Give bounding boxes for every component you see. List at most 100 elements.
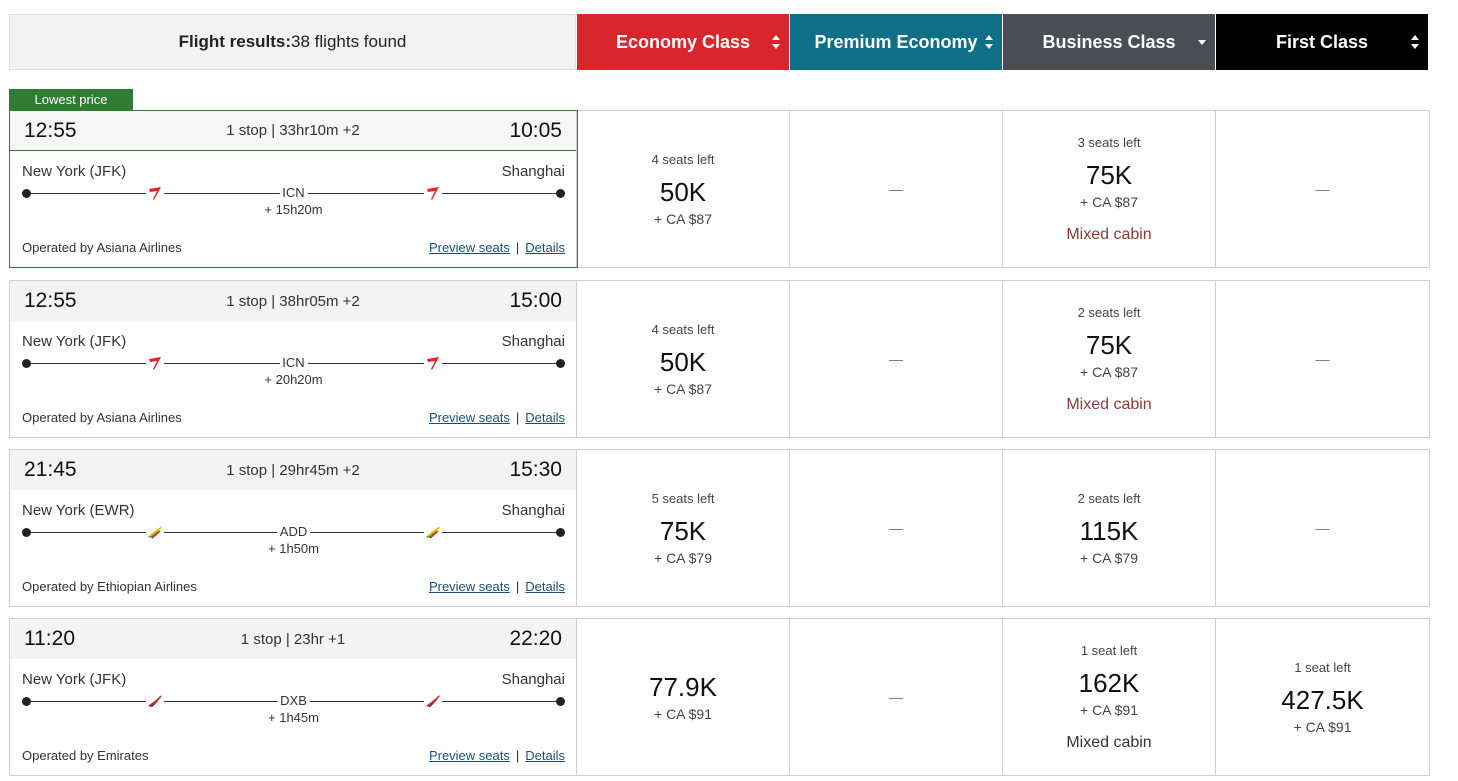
unavailable-dash: — xyxy=(889,351,903,367)
unavailable-dash: — xyxy=(889,520,903,536)
route-line: DXB + 1h45m xyxy=(22,688,565,730)
details-link[interactable]: Details xyxy=(525,410,565,425)
unavailable-dash: — xyxy=(889,689,903,705)
results-header: Flight results: 38 flights found Economy … xyxy=(9,14,1428,70)
link-separator: | xyxy=(515,410,520,425)
emirates-logo-icon xyxy=(146,692,164,710)
stop-airport-code: ADD xyxy=(276,523,311,541)
economy-fare-cell[interactable]: 4 seats left 50K + CA $87 xyxy=(577,281,790,437)
flight-times: 21:45 1 stop | 29hr45m +2 15:30 xyxy=(10,450,576,490)
destination-dot xyxy=(556,359,565,368)
destination-dot xyxy=(556,697,565,706)
route-cities: New York (JFK) Shanghai xyxy=(10,321,576,350)
flight-row: 11:20 1 stop | 23hr +1 22:20 New York (J… xyxy=(9,618,1430,776)
seats-left: 4 seats left xyxy=(651,151,715,167)
tax-amount: + CA $79 xyxy=(1080,549,1138,566)
seats-left: 2 seats left xyxy=(1077,490,1141,506)
layover-duration: + 15h20m xyxy=(264,202,323,217)
mixed-cabin-note: Mixed cabin xyxy=(1066,733,1152,751)
tax-amount: + CA $87 xyxy=(654,210,712,227)
economy-fare-cell[interactable]: 4 seats left 50K + CA $87 xyxy=(577,111,790,267)
sort-icon[interactable] xyxy=(984,33,994,51)
origin-dot xyxy=(22,189,31,198)
cabin-header-label: First Class xyxy=(1275,31,1369,52)
flight-links: Preview seats | Details xyxy=(429,748,565,763)
unavailable-dash: — xyxy=(1315,351,1330,367)
details-link[interactable]: Details xyxy=(525,240,565,255)
tax-amount: + CA $91 xyxy=(654,706,712,722)
sort-icon[interactable] xyxy=(1410,33,1420,51)
tax-amount: + CA $87 xyxy=(654,380,712,397)
seats-left: 3 seats left xyxy=(1077,134,1141,150)
layover-duration: + 1h50m xyxy=(268,541,319,556)
tax-amount: + CA $79 xyxy=(654,549,712,566)
destination-city: Shanghai xyxy=(501,502,565,519)
route-cities: New York (JFK) Shanghai xyxy=(10,151,576,180)
business-class-header[interactable]: Business Class xyxy=(1002,14,1215,70)
flight-footer: Operated by Emirates Preview seats | Detai… xyxy=(22,748,565,763)
flight-links: Preview seats | Details xyxy=(429,240,565,255)
asiana-logo-icon xyxy=(424,184,442,202)
route-line: ICN + 15h20m xyxy=(22,180,565,222)
origin-city: New York (JFK) xyxy=(22,333,127,350)
cabin-header-label: Premium Economy xyxy=(814,31,978,52)
stops-duration: 1 stop | 23hr +1 xyxy=(240,630,346,648)
departure-time: 12:55 xyxy=(24,118,77,142)
premium-economy-fare-cell: — xyxy=(790,619,1003,775)
preview-seats-link[interactable]: Preview seats xyxy=(428,579,510,594)
stops-duration: 1 stop | 38hr05m +2 xyxy=(226,292,360,310)
points-price: 162K xyxy=(1078,667,1140,698)
details-link[interactable]: Details xyxy=(525,579,565,594)
economy-class-header[interactable]: Economy Class xyxy=(576,14,789,70)
departure-time: 21:45 xyxy=(24,458,77,481)
flight-row: 21:45 1 stop | 29hr45m +2 15:30 New York… xyxy=(9,449,1430,607)
destination-city: Shanghai xyxy=(501,163,565,180)
stops-duration: 1 stop | 29hr45m +2 xyxy=(226,461,360,479)
ethiopian-logo-icon xyxy=(424,523,442,541)
stop-airport-code: DXB xyxy=(277,692,310,710)
first-class-header[interactable]: First Class xyxy=(1215,14,1428,70)
sort-down-icon[interactable] xyxy=(1197,33,1207,51)
ethiopian-logo-icon xyxy=(146,523,164,541)
points-price: 115K xyxy=(1079,515,1139,546)
business-fare-cell[interactable]: 2 seats left 75K + CA $87 Mixed cabin xyxy=(1003,281,1216,437)
economy-fare-cell[interactable]: 5 seats left 75K + CA $79 xyxy=(577,450,790,606)
business-fare-cell[interactable]: 3 seats left 75K + CA $87 Mixed cabin xyxy=(1003,111,1216,267)
route-line: ADD + 1h50m xyxy=(22,519,565,561)
flight-times: 11:20 1 stop | 23hr +1 22:20 xyxy=(10,619,576,659)
cabin-header-label: Business Class xyxy=(1042,31,1176,52)
operator-text: Operated by Emirates xyxy=(22,748,149,763)
first-class-fare-cell[interactable]: 1 seat left 427.5K + CA $91 xyxy=(1216,619,1429,775)
points-price: 50K xyxy=(659,346,707,377)
asiana-logo-icon xyxy=(146,184,164,202)
details-link[interactable]: Details xyxy=(525,748,565,763)
business-fare-cell[interactable]: 1 seat left 162K + CA $91 Mixed cabin xyxy=(1003,619,1216,775)
seats-left: 1 seat left xyxy=(1294,659,1351,675)
preview-seats-link[interactable]: Preview seats xyxy=(428,748,510,763)
flight-times: 12:55 1 stop | 38hr05m +2 15:00 xyxy=(10,281,576,321)
sort-icon[interactable] xyxy=(771,33,781,51)
arrival-time: 15:30 xyxy=(509,458,562,481)
origin-dot xyxy=(22,359,31,368)
flight-links: Preview seats | Details xyxy=(429,410,565,425)
emirates-logo-icon xyxy=(424,692,442,710)
preview-seats-link[interactable]: Preview seats xyxy=(428,410,510,425)
asiana-logo-icon xyxy=(146,354,164,372)
flight-summary: 21:45 1 stop | 29hr45m +2 15:30 New York… xyxy=(10,450,577,606)
premium-economy-header[interactable]: Premium Economy xyxy=(789,14,1002,70)
destination-dot xyxy=(556,528,565,537)
origin-city: New York (JFK) xyxy=(22,671,127,688)
points-price: 77.9K xyxy=(649,672,717,702)
link-separator: | xyxy=(515,748,520,763)
departure-time: 12:55 xyxy=(24,289,77,312)
preview-seats-link[interactable]: Preview seats xyxy=(428,240,510,255)
economy-fare-cell[interactable]: 77.9K + CA $91 xyxy=(577,619,790,775)
seats-left: 1 seat left xyxy=(1080,642,1138,658)
origin-dot xyxy=(22,697,31,706)
first-class-fare-cell: — xyxy=(1216,281,1429,437)
business-fare-cell[interactable]: 2 seats left 115K + CA $79 xyxy=(1003,450,1216,606)
results-label: Flight results: xyxy=(178,32,292,51)
flight-footer: Operated by Asiana Airlines Preview seat… xyxy=(22,240,565,255)
cabin-header-label: Economy Class xyxy=(615,31,751,52)
lowest-price-badge: Lowest price xyxy=(9,89,133,110)
